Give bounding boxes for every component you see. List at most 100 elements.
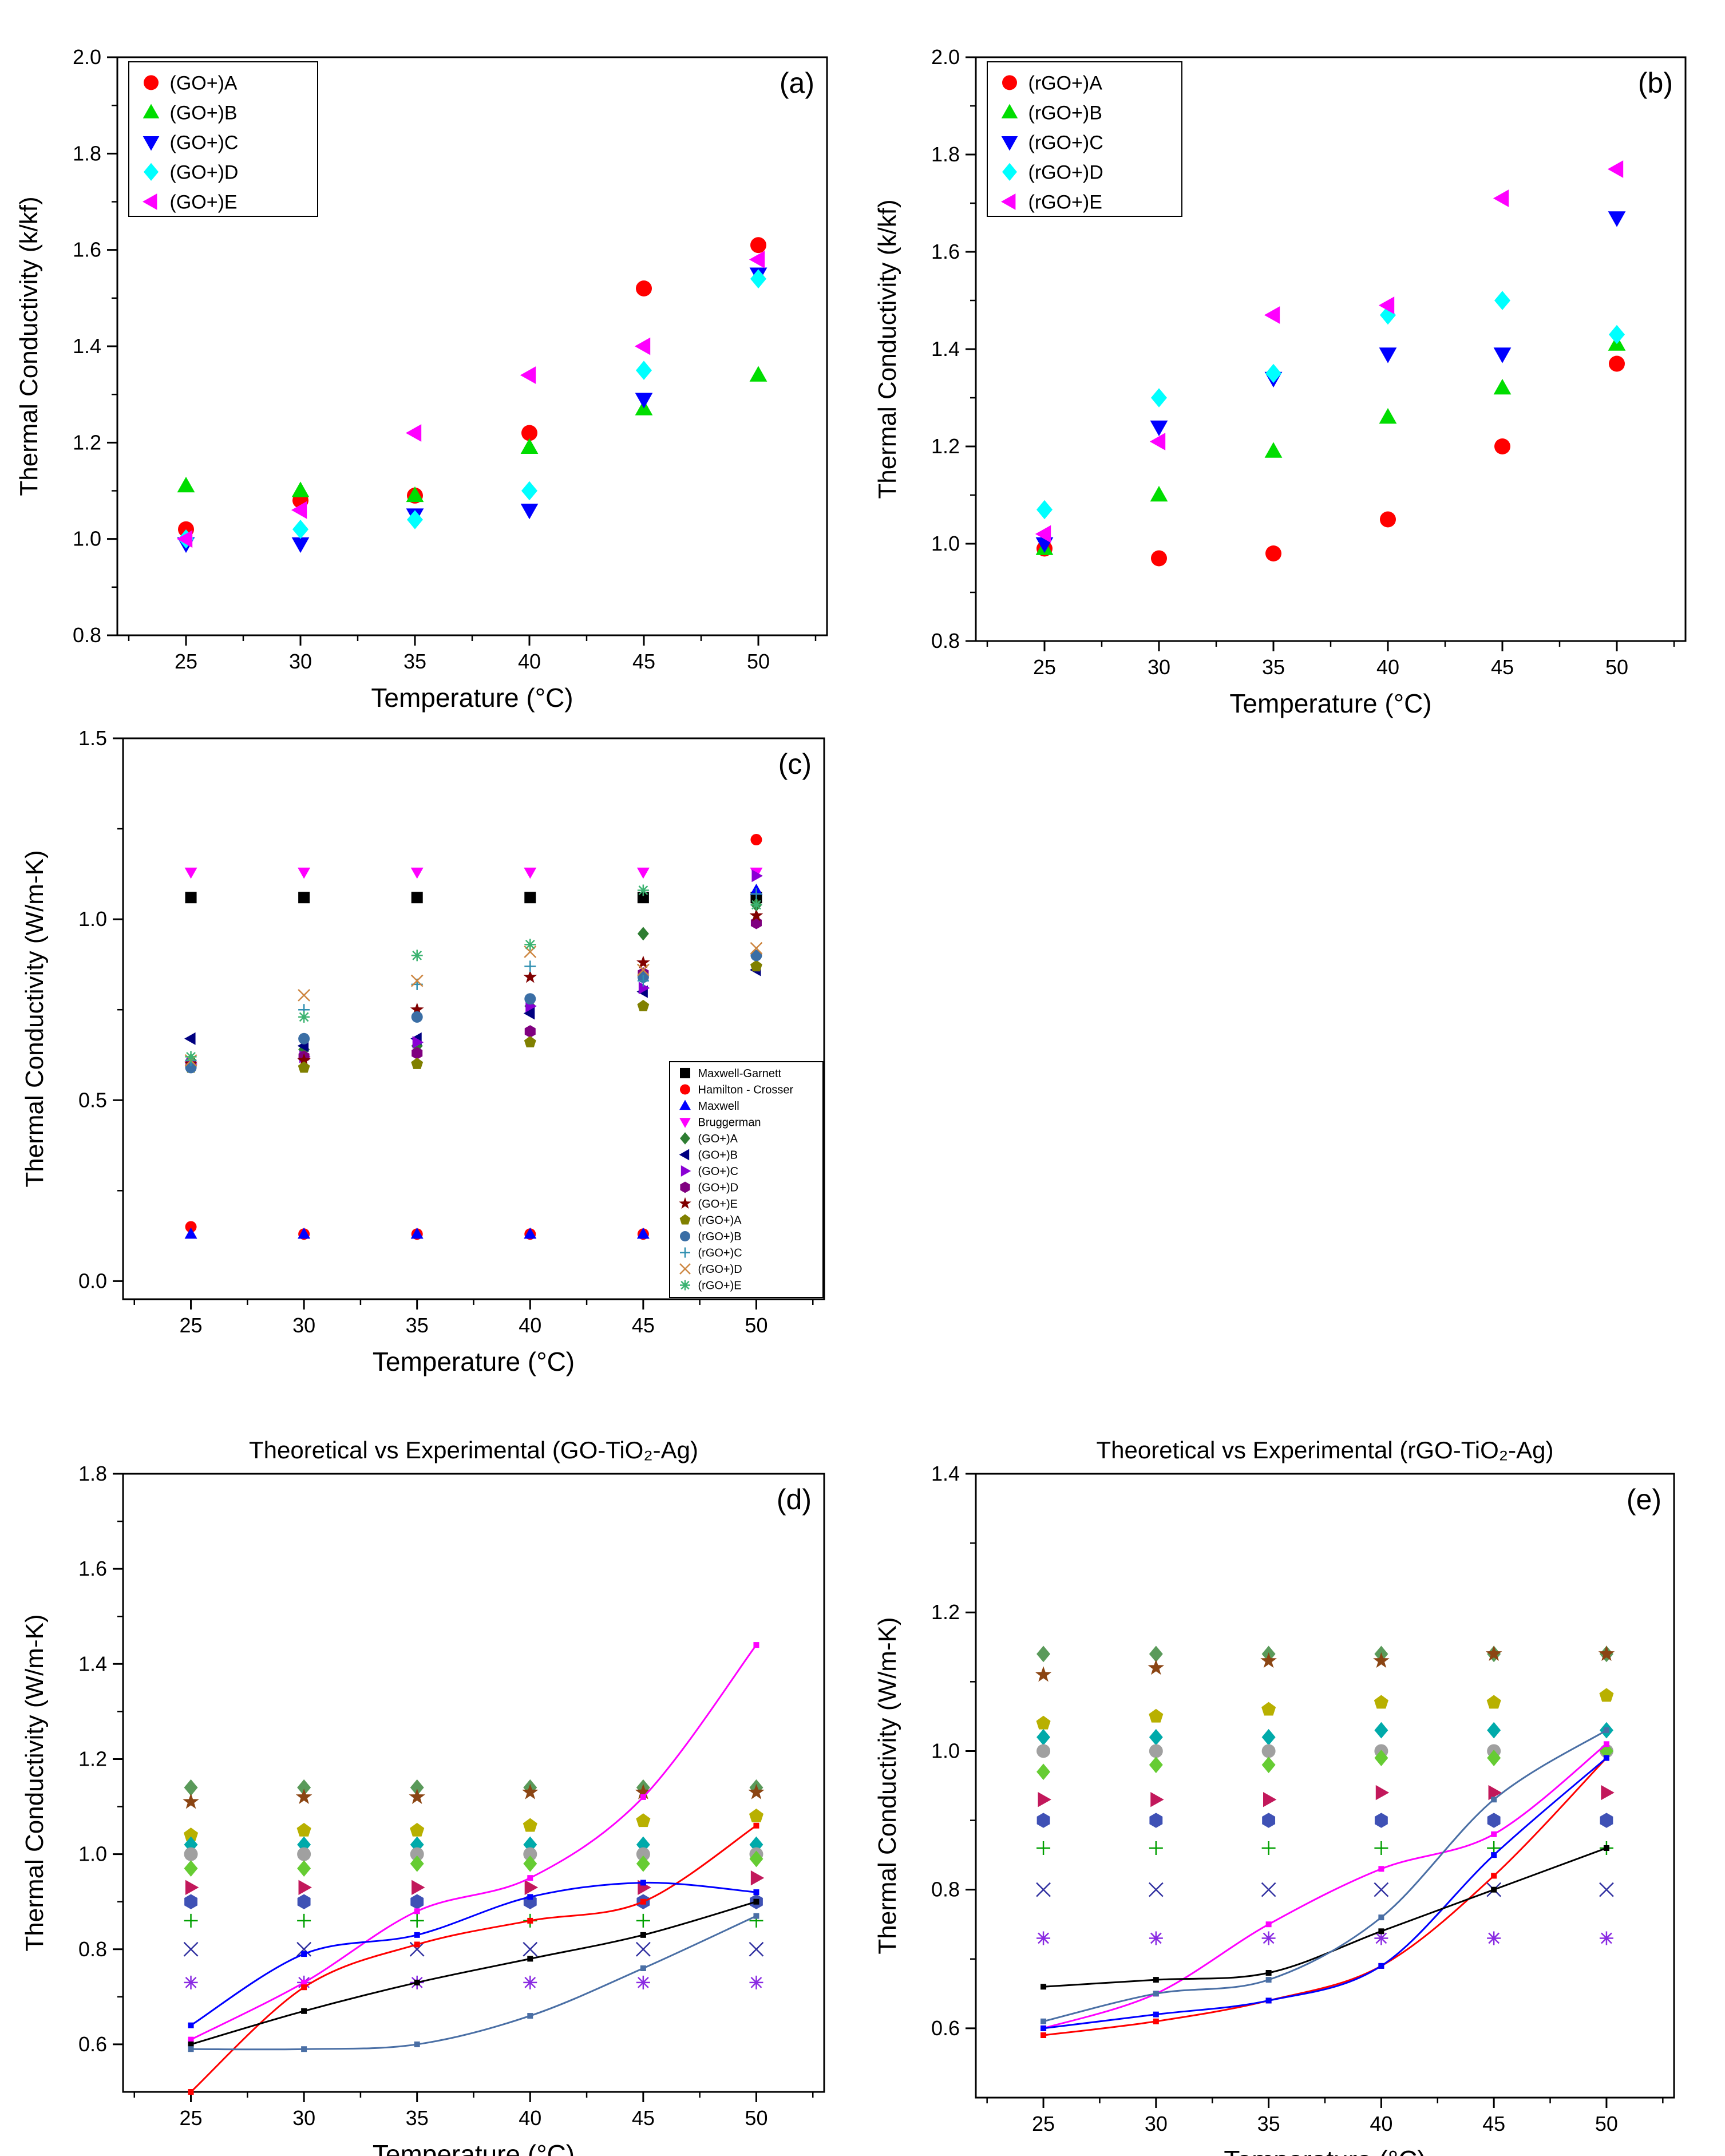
reference-point [635, 1941, 651, 1957]
series-3 [184, 867, 763, 879]
data-point [750, 941, 763, 955]
data-point [297, 1053, 311, 1066]
data-point [750, 888, 762, 900]
data-point [1607, 160, 1624, 178]
legend-label: (rGO+)C [1028, 132, 1103, 153]
legend-marker [680, 1231, 690, 1241]
y-tick-label: 1.4 [73, 334, 101, 358]
reference-point [184, 1975, 198, 1989]
fit-steel-point [527, 2013, 533, 2019]
fit-blue-point [1153, 2011, 1159, 2017]
fit-red-point [527, 1917, 533, 1924]
legend-marker [1002, 75, 1017, 90]
x-axis-label: Temperature (°C) [1224, 2145, 1426, 2156]
data-point [185, 1221, 197, 1233]
reference-point [409, 1941, 425, 1957]
fit-blue-point [1040, 2025, 1047, 2031]
legend-label: Maxwell [698, 1100, 739, 1113]
reference-point [1036, 1882, 1051, 1897]
fit-blue-point [301, 1951, 307, 1957]
legend-marker [679, 1197, 691, 1209]
y-axis: 0.6 0.8 1.0 1.2 1.4 1.6 1.8 [78, 1462, 123, 2056]
data-point [1494, 438, 1510, 454]
data-point [1608, 211, 1626, 227]
reference-point [296, 1941, 312, 1957]
reference-point [1374, 1882, 1389, 1897]
data-point [298, 989, 311, 1002]
y-tick-label: 0.8 [78, 1937, 107, 1961]
reference-point [1035, 1666, 1052, 1682]
fit-blue-point [527, 1894, 533, 1900]
data-point [1380, 305, 1396, 325]
reference-point [1261, 1931, 1276, 1945]
data-point [1609, 325, 1625, 345]
legend-marker [679, 1099, 691, 1110]
reference-point [749, 1850, 763, 1868]
reference-point [1374, 1750, 1388, 1766]
fit-blue-point [1265, 1997, 1272, 2004]
x-axis-label: Temperature (°C) [373, 1347, 575, 1376]
y-tick-label: 1.0 [78, 1842, 107, 1866]
fit-black-point [1040, 1984, 1047, 1990]
y-tick-label: 1.0 [931, 1739, 960, 1762]
data-point [298, 1227, 311, 1239]
data-point [1149, 433, 1166, 450]
fit-black-point [527, 1956, 533, 1962]
y-tick-label: 1.6 [78, 1557, 107, 1580]
fit-magenta-point [527, 1875, 533, 1881]
legend-label: (GO+)E [698, 1198, 738, 1210]
fit-black-point [1265, 1970, 1272, 1976]
y-tick-label: 1.2 [931, 434, 960, 458]
data-point [524, 993, 536, 1005]
reference-point [1373, 1652, 1390, 1668]
fit-red-line [190, 1825, 757, 2093]
data-point [636, 955, 650, 969]
data-point [523, 970, 537, 983]
data-point [637, 892, 649, 904]
fit-black-point [753, 1898, 759, 1905]
series-3 [1036, 291, 1625, 520]
legend-label: (rGO+)E [1028, 191, 1102, 213]
legend-label: (GO+)D [170, 161, 239, 183]
reference-point [410, 1779, 424, 1796]
reference-point [1148, 1882, 1164, 1897]
reference-point [523, 1975, 537, 1989]
legend-marker [680, 1280, 690, 1291]
chart-panel-e: 25 30 35 40 45 50 0.6 0.8 1.0 1.2 1.4 Temperature (… [873, 1437, 1675, 2156]
fit-steel-point [1153, 1991, 1159, 1997]
x-tick-label: 40 [1376, 655, 1399, 679]
reference-point [297, 1860, 311, 1877]
fit-red-point [753, 1822, 759, 1829]
data-point [291, 501, 307, 519]
legend-marker [143, 193, 157, 210]
reference-point [1149, 1931, 1163, 1945]
y-tick-label: 1.2 [931, 1600, 960, 1624]
fit-steel-point [1603, 1727, 1609, 1734]
reference-point [1260, 1652, 1277, 1668]
fit-red-point [414, 1941, 420, 1948]
y-axis: 0.6 0.8 1.0 1.2 1.4 [931, 1462, 976, 2040]
data-point [1036, 500, 1053, 520]
fit-magenta-point [301, 1979, 307, 1985]
reference-markers [1035, 1645, 1615, 1945]
data-point [749, 366, 767, 382]
fit-red-point [1153, 2018, 1159, 2024]
x-tick-label: 45 [632, 2106, 655, 2130]
reference-point [1036, 1763, 1051, 1781]
reference-point [1148, 1659, 1165, 1675]
legend-marker [679, 1118, 691, 1128]
fit-magenta-point [753, 1642, 759, 1648]
data-point [1380, 511, 1396, 528]
x-tick-label: 45 [1482, 2112, 1505, 2135]
fit-red-line [1043, 1757, 1608, 2036]
reference-point [183, 1793, 199, 1809]
y-axis: 0.0 0.5 1.0 1.5 [78, 726, 123, 1292]
data-point [636, 280, 652, 296]
fit-black-point [1491, 1886, 1497, 1893]
reference-point [1487, 1750, 1501, 1766]
legend-marker [680, 1181, 690, 1193]
fit-magenta-point [1603, 1741, 1609, 1747]
data-point [520, 366, 536, 384]
data-point [406, 486, 424, 503]
legend-label: (rGO+)B [698, 1231, 742, 1243]
